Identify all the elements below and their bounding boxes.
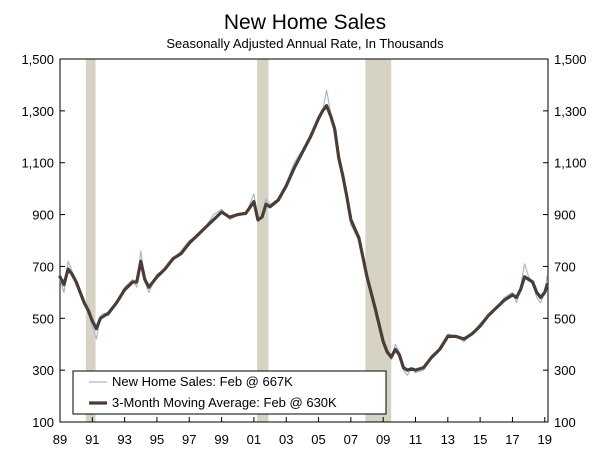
x-tick-label-7: 03 <box>279 432 293 447</box>
x-tick-label-8: 05 <box>311 432 325 447</box>
plot-area-frame <box>59 58 549 423</box>
y-tick-label-right-7: 1,500 <box>554 52 587 67</box>
legend-box <box>72 370 387 415</box>
legend: New Home Sales: Feb @ 667K 3-Month Movin… <box>72 370 387 415</box>
x-tick-label-5: 99 <box>214 432 228 447</box>
y-tick-label-right-4: 900 <box>554 208 576 223</box>
chart-title: New Home Sales <box>224 11 386 34</box>
y-tick-label-left-6: 1,300 <box>21 104 54 119</box>
y-tick-label-left-5: 1,100 <box>21 156 54 171</box>
x-tick-label-14: 17 <box>505 432 519 447</box>
chart-subtitle: Seasonally Adjusted Annual Rate, In Thou… <box>166 36 444 51</box>
series-lines <box>58 89 549 376</box>
x-tick-label-2: 93 <box>117 432 131 447</box>
x-tick-label-9: 07 <box>344 432 358 447</box>
x-tick-label-4: 97 <box>182 432 196 447</box>
y-tick-label-right-0: 100 <box>554 415 576 430</box>
x-tick-label-15: 19 <box>538 432 552 447</box>
x-tick-label-12: 13 <box>441 432 455 447</box>
x-tick-label-6: 01 <box>247 432 261 447</box>
axes: 100 100 300 300 500 500 700 700 900 900 1,100 1,100… <box>21 52 586 447</box>
x-tick-label-10: 09 <box>376 432 390 447</box>
y-tick-label-left-2: 500 <box>32 311 54 326</box>
recession-band-2 <box>365 59 392 422</box>
x-tick-label-11: 11 <box>409 432 423 447</box>
y-tick-label-right-5: 1,100 <box>554 156 587 171</box>
x-tick-label-13: 15 <box>473 432 487 447</box>
recession-band-0 <box>85 59 96 422</box>
recession-band-1 <box>257 59 269 422</box>
y-tick-label-right-1: 300 <box>554 363 576 378</box>
x-tick-label-1: 91 <box>85 432 99 447</box>
y-tick-label-left-1: 300 <box>32 363 54 378</box>
y-tick-label-left-0: 100 <box>32 415 54 430</box>
legend-label-moving-average: 3-Month Moving Average: Feb @ 630K <box>112 395 337 410</box>
y-tick-label-right-6: 1,300 <box>554 104 587 119</box>
y-tick-label-left-7: 1,500 <box>21 52 54 67</box>
y-tick-label-right-3: 700 <box>554 259 576 274</box>
legend-label-sales: New Home Sales: Feb @ 667K <box>112 374 293 389</box>
y-tick-label-left-3: 700 <box>32 259 54 274</box>
series-line-1 <box>58 104 549 372</box>
y-tick-label-right-2: 500 <box>554 311 576 326</box>
x-tick-label-0: 89 <box>53 432 67 447</box>
x-tick-label-3: 95 <box>150 432 164 447</box>
recession-bands <box>85 59 392 422</box>
y-tick-label-left-4: 900 <box>32 208 54 223</box>
